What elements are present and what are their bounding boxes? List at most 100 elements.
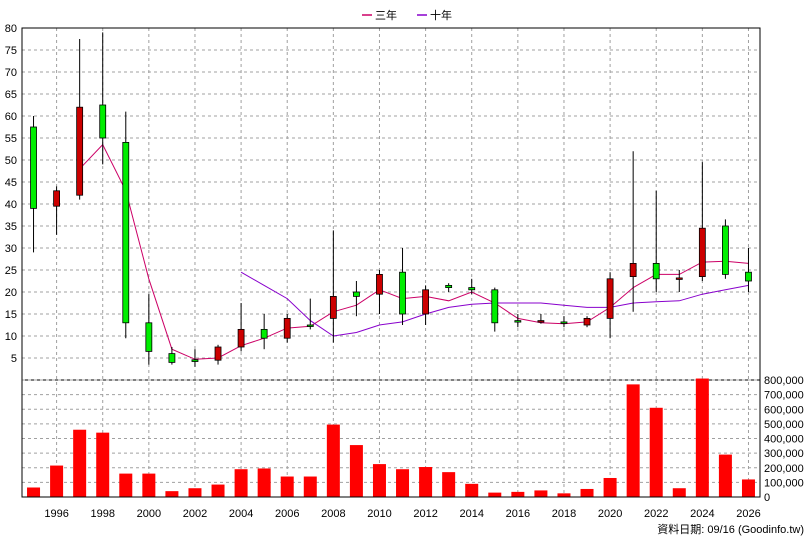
candle-body-down xyxy=(329,295,337,319)
x-tick-label: 2008 xyxy=(321,508,345,520)
price-tick-label: 5 xyxy=(11,353,17,365)
volume-tick-label: 600,000 xyxy=(764,404,804,416)
price-tick-label: 25 xyxy=(5,265,17,277)
plot-frame xyxy=(21,27,761,498)
volume-bar xyxy=(165,491,179,497)
candle-body-up xyxy=(514,320,522,323)
price-tick-label: 75 xyxy=(5,45,17,57)
candle-body-up xyxy=(145,322,153,352)
candle-body-up xyxy=(445,284,453,288)
candle-body-up xyxy=(353,291,360,297)
volume-bar xyxy=(465,483,479,497)
candle-body-up xyxy=(399,271,406,315)
candle-body-down xyxy=(537,320,545,323)
candle-body-down xyxy=(237,328,245,348)
legend-label-ten-year: 十年 xyxy=(430,8,452,22)
volume-bar xyxy=(511,491,525,497)
candle-body-up xyxy=(260,328,268,339)
volume-bar xyxy=(50,465,64,497)
price-panel: 5 10 15 20 25 30 35 40 45 50 55 60 65 70 75 80 1996 1998 2… xyxy=(5,23,761,520)
candle-body-down xyxy=(214,346,222,361)
volume-bar xyxy=(372,464,386,497)
volume-bar xyxy=(234,469,248,497)
volume-bar xyxy=(534,490,548,497)
price-tick-label: 10 xyxy=(5,331,17,343)
candle-body-up xyxy=(745,271,752,282)
footer-source-label: 資料日期: 09/16 (Goodinfo.tw) xyxy=(657,522,804,536)
price-tick-label: 65 xyxy=(5,89,17,101)
volume-bar xyxy=(580,488,594,497)
candle-body-up xyxy=(560,321,568,324)
candle-body-down xyxy=(698,227,706,277)
volume-bar xyxy=(326,424,340,497)
volume-bar xyxy=(603,477,617,497)
x-tick-label: 2004 xyxy=(229,508,253,520)
candle-body-down xyxy=(76,106,84,196)
x-tick-label: 2002 xyxy=(183,508,207,520)
legend: 三年 十年 xyxy=(362,8,452,22)
candle-body-up xyxy=(30,126,37,209)
volume-tick-label: 100,000 xyxy=(764,477,804,489)
candle-body-up xyxy=(122,141,130,324)
volume-tick-label: 700,000 xyxy=(764,390,804,402)
candle-body-down xyxy=(629,262,637,277)
candle-body-up xyxy=(191,359,199,362)
volume-bar xyxy=(396,469,410,497)
volume-tick-label: 200,000 xyxy=(764,463,804,475)
price-tick-label: 50 xyxy=(5,155,17,167)
volume-panel: 0 100,000 200,000 300,000 400,000 500,000 600,… xyxy=(21,27,804,504)
candle-body-up xyxy=(168,353,176,363)
price-tick-label: 55 xyxy=(5,133,17,145)
volume-bar xyxy=(349,445,363,497)
candle-body-down xyxy=(283,317,291,339)
price-tick-label: 45 xyxy=(5,177,17,189)
three-year-ma-line xyxy=(79,143,749,360)
x-tick-label: 2012 xyxy=(413,508,437,520)
volume-bar xyxy=(557,493,571,497)
price-tick-label: 40 xyxy=(5,199,17,211)
volume-bar xyxy=(419,467,433,497)
volume-tick-label: 0 xyxy=(764,492,770,504)
candle-body-up xyxy=(99,104,107,139)
volume-bar xyxy=(257,468,271,497)
volume-bar xyxy=(96,432,110,497)
x-tick-label: 1998 xyxy=(90,508,114,520)
volume-tick-label: 300,000 xyxy=(764,448,804,460)
candle-body-down xyxy=(606,278,614,319)
volume-bar xyxy=(188,488,202,497)
volume-bar xyxy=(649,407,663,497)
volume-bar xyxy=(741,479,755,497)
volume-tick-label: 800,000 xyxy=(764,375,804,387)
x-tick-label: 2024 xyxy=(690,508,714,520)
x-tick-label: 2022 xyxy=(644,508,668,520)
volume-bar xyxy=(442,472,456,497)
candle-body-down xyxy=(675,277,683,280)
price-tick-label: 70 xyxy=(5,67,17,79)
x-tick-label: 2010 xyxy=(367,508,391,520)
x-tick-label: 2016 xyxy=(506,508,530,520)
price-tick-label: 80 xyxy=(5,23,17,35)
candle-body-up xyxy=(491,289,499,324)
x-tick-label: 2000 xyxy=(137,508,161,520)
candle-body-down xyxy=(422,289,429,315)
price-tick-label: 35 xyxy=(5,221,17,233)
volume-bar xyxy=(718,454,732,497)
volume-bar xyxy=(280,476,294,497)
x-tick-label: 2020 xyxy=(598,508,622,520)
volume-bar xyxy=(211,484,225,497)
candle-body-down xyxy=(583,317,591,326)
x-tick-label: 2026 xyxy=(736,508,760,520)
volume-bar xyxy=(73,429,87,497)
volume-bar xyxy=(488,492,502,497)
price-tick-label: 20 xyxy=(5,287,17,299)
volume-bar xyxy=(303,476,317,497)
candle-body-up xyxy=(652,262,660,280)
volume-bar xyxy=(27,487,41,497)
volume-bar xyxy=(672,488,686,497)
candle-body-up xyxy=(722,225,729,275)
x-tick-label: 1996 xyxy=(44,508,68,520)
candle-body-up xyxy=(468,287,476,291)
